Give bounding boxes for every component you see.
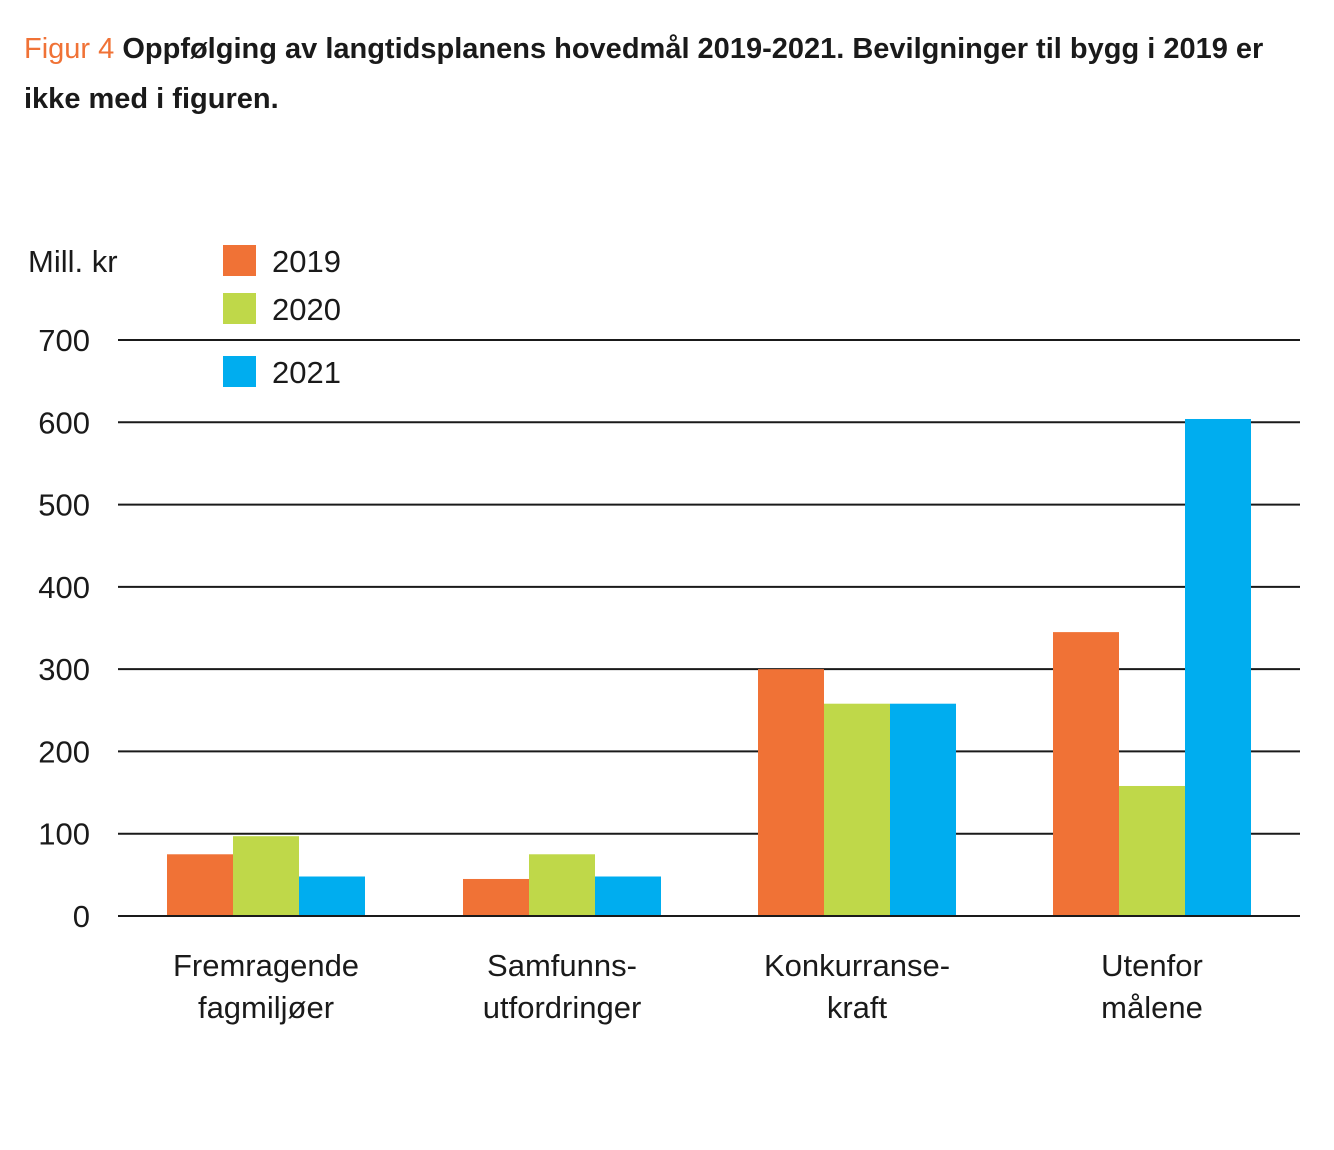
legend-label-2019: 2019: [272, 244, 341, 279]
bar-2021-3: [890, 703, 956, 916]
y-tick-label: 0: [73, 899, 90, 934]
bar-2019-4: [1053, 632, 1119, 916]
x-category-label: utfordringer: [483, 990, 642, 1025]
x-category-label: kraft: [827, 990, 888, 1025]
figure-title: Figur 4 Oppfølging av langtidsplanens ho…: [24, 24, 1314, 124]
figure-title-text: Oppfølging av langtidsplanens hovedmål 2…: [24, 33, 1264, 115]
figure-label: Figur 4: [24, 33, 115, 65]
bar-2020-4: [1119, 785, 1185, 916]
legend-label-2020: 2020: [272, 292, 341, 327]
x-category-label: fagmiljøer: [198, 990, 334, 1025]
x-category-label: målene: [1101, 990, 1203, 1025]
bar-2020-3: [824, 703, 890, 916]
bar-2021-2: [595, 876, 661, 916]
bar-2019-1: [167, 854, 233, 916]
bar-2019-3: [758, 669, 824, 916]
legend-swatch-2021: [223, 356, 256, 387]
bar-2020-2: [529, 854, 595, 916]
y-axis-label: Mill. kr: [28, 244, 118, 279]
x-category-label: Samfunns-: [487, 948, 637, 983]
y-tick-label: 400: [38, 570, 90, 605]
y-tick-label: 700: [38, 323, 90, 358]
bar-2021-1: [299, 876, 365, 916]
bar-2021-4: [1185, 418, 1251, 916]
legend-swatch-2020: [223, 293, 256, 324]
x-category-label: Utenfor: [1101, 948, 1203, 983]
x-category-label: Fremragende: [173, 948, 359, 983]
y-tick-label: 500: [38, 488, 90, 523]
legend-label-2021: 2021: [272, 355, 341, 390]
y-tick-label: 300: [38, 652, 90, 687]
legend-swatch-2019: [223, 245, 256, 276]
x-category-label: Konkurranse-: [764, 948, 950, 983]
y-tick-label: 100: [38, 817, 90, 852]
y-tick-label: 600: [38, 405, 90, 440]
bar-2020-1: [233, 836, 299, 916]
bar-2019-2: [463, 878, 529, 916]
y-tick-label: 200: [38, 734, 90, 769]
